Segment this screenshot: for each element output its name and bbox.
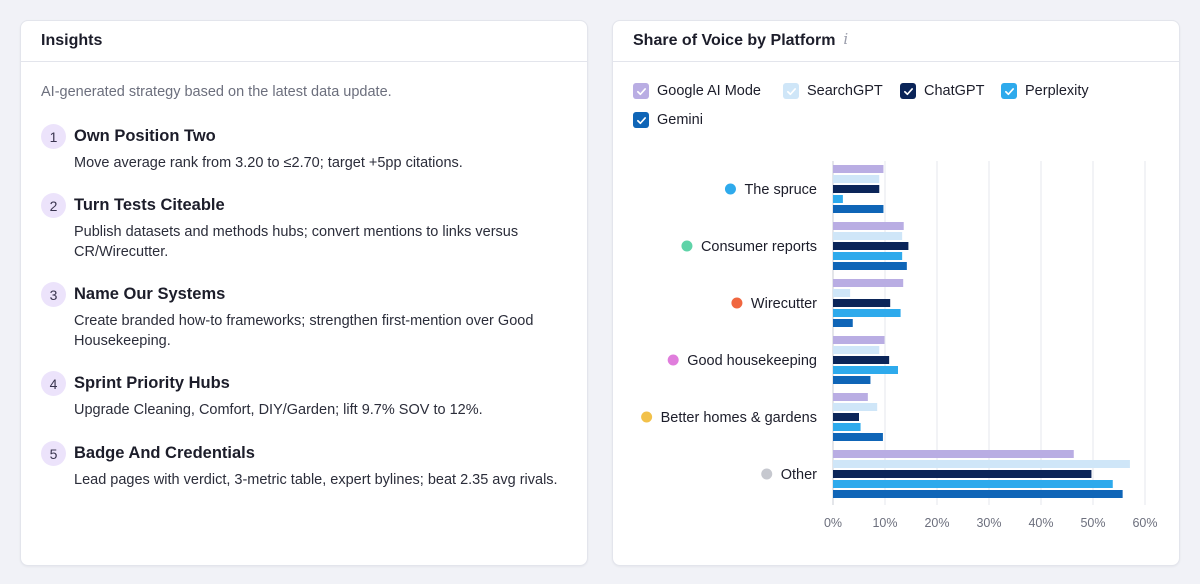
- bar[interactable]: [833, 319, 853, 327]
- bar[interactable]: [833, 423, 861, 431]
- insight-number-badge: 2: [41, 193, 66, 218]
- category-dot: [761, 468, 773, 480]
- bar[interactable]: [833, 279, 904, 287]
- bar[interactable]: [833, 366, 898, 374]
- bar[interactable]: [833, 205, 884, 213]
- insight-title: Badge And Credentials: [74, 444, 255, 462]
- category-dot: [731, 297, 743, 309]
- insight-number-badge: 5: [41, 441, 66, 466]
- category-label: Wirecutter: [751, 296, 817, 312]
- x-tick-label: 50%: [1080, 516, 1105, 530]
- bar[interactable]: [833, 222, 904, 230]
- insight-number-badge: 1: [41, 124, 66, 149]
- legend-item-google-ai-mode[interactable]: Google AI Mode: [633, 83, 761, 99]
- bar[interactable]: [833, 175, 880, 183]
- bar[interactable]: [833, 309, 901, 317]
- bar[interactable]: [833, 356, 890, 364]
- insight-description: Lead pages with verdict, 3-metric table,…: [74, 472, 558, 488]
- insight-description: Create branded how-to frameworks; streng…: [74, 313, 534, 349]
- insight-description: Upgrade Cleaning, Comfort, DIY/Garden; l…: [74, 402, 483, 418]
- legend-label: ChatGPT: [924, 83, 985, 99]
- x-tick-label: 40%: [1028, 516, 1053, 530]
- category-label: The spruce: [744, 182, 817, 198]
- insight-description: Move average rank from 3.20 to ≤2.70; ta…: [74, 155, 463, 171]
- sov-title: Share of Voice by Platform: [633, 32, 836, 49]
- bar[interactable]: [833, 195, 843, 203]
- bar[interactable]: [833, 232, 903, 240]
- legend-checkbox[interactable]: [633, 83, 649, 99]
- category-label: Better homes & gardens: [661, 410, 817, 426]
- category-dot: [641, 411, 653, 423]
- legend-item-chatgpt[interactable]: ChatGPT: [900, 83, 984, 99]
- legend-label: Gemini: [657, 112, 703, 128]
- bar[interactable]: [833, 403, 878, 411]
- bar[interactable]: [833, 480, 1113, 488]
- bar[interactable]: [833, 262, 907, 270]
- bar[interactable]: [833, 346, 880, 354]
- insights-header: Insights: [21, 21, 587, 62]
- bar[interactable]: [833, 289, 851, 297]
- legend-label: SearchGPT: [807, 83, 883, 99]
- bar[interactable]: [833, 450, 1074, 458]
- bar[interactable]: [833, 376, 871, 384]
- x-tick-label: 10%: [872, 516, 897, 530]
- x-tick-label: 20%: [924, 516, 949, 530]
- insight-title: Own Position Two: [74, 127, 216, 145]
- bar[interactable]: [833, 336, 885, 344]
- insight-title: Sprint Priority Hubs: [74, 374, 230, 392]
- legend-item-perplexity[interactable]: Perplexity: [1001, 83, 1089, 99]
- check-icon: [903, 87, 913, 95]
- insight-description: Publish datasets and methods hubs; conve…: [74, 224, 519, 260]
- legend-checkbox[interactable]: [1001, 83, 1017, 99]
- check-icon: [636, 116, 646, 124]
- legend-label: Perplexity: [1025, 83, 1089, 99]
- legend-item-gemini[interactable]: Gemini: [633, 112, 703, 128]
- bar[interactable]: [833, 470, 1092, 478]
- x-tick-label: 30%: [976, 516, 1001, 530]
- bar[interactable]: [833, 490, 1123, 498]
- legend-checkbox[interactable]: [783, 83, 799, 99]
- insights-subtitle: AI-generated strategy based on the lates…: [41, 84, 392, 100]
- insight-number-badge: 4: [41, 371, 66, 396]
- category-dot: [681, 240, 693, 252]
- bar[interactable]: [833, 165, 884, 173]
- bar[interactable]: [833, 242, 909, 250]
- legend-checkbox[interactable]: [900, 83, 916, 99]
- bar[interactable]: [833, 252, 903, 260]
- x-tick-label: 0%: [824, 516, 842, 530]
- insights-title: Insights: [41, 32, 103, 49]
- insight-title: Name Our Systems: [74, 285, 226, 303]
- legend-label: Google AI Mode: [657, 83, 761, 99]
- bar[interactable]: [833, 185, 880, 193]
- insight-title: Turn Tests Citeable: [74, 196, 225, 214]
- bar[interactable]: [833, 393, 868, 401]
- legend-checkbox[interactable]: [633, 112, 649, 128]
- bar[interactable]: [833, 460, 1130, 468]
- sov-header: Share of Voice by Platform i: [613, 21, 1179, 62]
- bar[interactable]: [833, 433, 883, 441]
- category-label: Consumer reports: [701, 239, 817, 255]
- legend-item-searchgpt[interactable]: SearchGPT: [783, 83, 883, 99]
- x-tick-label: 60%: [1132, 516, 1157, 530]
- check-icon: [636, 87, 646, 95]
- bar[interactable]: [833, 413, 859, 421]
- check-icon: [1004, 87, 1014, 95]
- insights-card: Insights AI-generated strategy based on …: [20, 20, 588, 566]
- category-dot: [724, 183, 736, 195]
- check-icon: [786, 87, 796, 95]
- sov-bar-chart: 0% 10% 20% 30% 40% 50% 60% The spruce Consumer r…: [641, 161, 1158, 530]
- bar[interactable]: [833, 299, 891, 307]
- info-icon[interactable]: i: [843, 30, 849, 48]
- category-label: Good housekeeping: [687, 353, 817, 369]
- category-label: Other: [781, 467, 817, 483]
- insight-number-badge: 3: [41, 282, 66, 307]
- share-of-voice-card: Share of Voice by Platform i Google AI M…: [612, 20, 1180, 566]
- category-dot: [667, 354, 679, 366]
